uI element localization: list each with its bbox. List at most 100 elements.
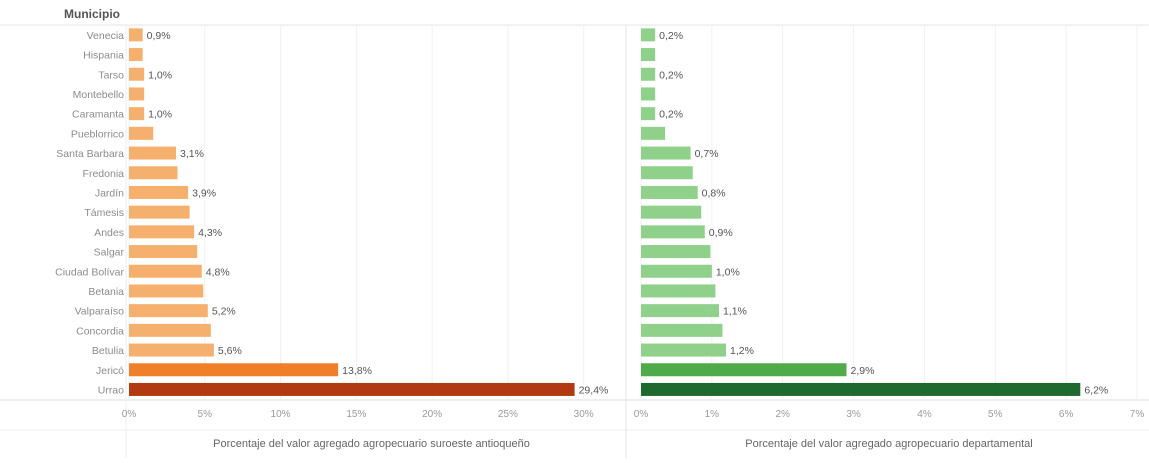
bar xyxy=(641,264,712,278)
data-label: 0,7% xyxy=(695,148,719,160)
x-tick-label: 0% xyxy=(122,409,137,420)
bar xyxy=(641,67,656,81)
category-label: Salgar xyxy=(94,247,125,259)
data-label: 0,2% xyxy=(659,30,683,42)
category-label: Jericó xyxy=(96,365,124,377)
bar xyxy=(641,323,723,337)
data-label: 3,1% xyxy=(180,148,204,160)
bar xyxy=(129,304,208,318)
data-label: 1,2% xyxy=(730,345,754,357)
category-label: Fredonia xyxy=(83,168,125,180)
bar xyxy=(129,225,195,239)
category-label: Venecia xyxy=(87,30,125,42)
x-axis-title: Porcentaje del valor agregado agropecuar… xyxy=(745,438,1032,450)
chart-panel-2: 0% 1% 2% 3% 4% 5% 6% 7% 0,2% 0,2% 0,2% 0,7% 0,8% 0,9%… xyxy=(634,25,1145,450)
bar xyxy=(641,245,711,259)
bar xyxy=(129,343,214,357)
data-label: 0,8% xyxy=(702,187,726,199)
bar xyxy=(129,146,176,160)
category-label: Urrao xyxy=(98,384,124,396)
category-label: Támesis xyxy=(84,207,124,219)
x-tick-label: 1% xyxy=(705,409,720,420)
data-label: 1,0% xyxy=(148,69,172,81)
data-label: 3,9% xyxy=(192,187,216,199)
x-tick-label: 7% xyxy=(1130,409,1145,420)
bar xyxy=(129,166,178,180)
category-label: Betulia xyxy=(92,345,124,357)
bar xyxy=(641,107,656,121)
x-tick-label: 6% xyxy=(1059,409,1074,420)
bar xyxy=(641,363,847,377)
category-label: Ciudad Bolívar xyxy=(55,266,124,278)
x-tick-label: 5% xyxy=(198,409,213,420)
category-label: Valparaíso xyxy=(75,306,125,318)
data-label: 1,1% xyxy=(723,306,747,318)
bar xyxy=(129,185,189,199)
bar xyxy=(129,87,145,101)
chart-panel-1: 0% 5% 10% 15% 20% 25% 30% Venecia 0,9% Hispania Ta… xyxy=(55,25,608,450)
data-label: 2,9% xyxy=(850,365,874,377)
category-label: Betania xyxy=(88,286,124,298)
data-label: 5,2% xyxy=(212,306,236,318)
bar xyxy=(129,107,145,121)
x-tick-label: 2% xyxy=(775,409,790,420)
bar xyxy=(129,28,143,42)
x-tick-label: 3% xyxy=(846,409,861,420)
data-label: 1,0% xyxy=(716,266,740,278)
data-label: 0,9% xyxy=(147,30,171,42)
category-label: Andes xyxy=(94,227,124,239)
bar xyxy=(129,264,202,278)
category-label: Pueblorrico xyxy=(71,128,124,140)
category-label: Caramanta xyxy=(72,109,124,121)
category-label: Concordia xyxy=(76,325,124,337)
bar xyxy=(641,205,702,219)
bar xyxy=(641,87,656,101)
bar xyxy=(129,245,198,259)
x-tick-label: 10% xyxy=(271,409,291,420)
data-label: 0,2% xyxy=(659,69,683,81)
data-label: 0,9% xyxy=(709,227,733,239)
category-label: Santa Barbara xyxy=(56,148,124,160)
bar xyxy=(129,67,145,81)
x-tick-label: 25% xyxy=(498,409,518,420)
x-tick-label: 30% xyxy=(574,409,594,420)
bar xyxy=(641,382,1081,396)
category-label: Tarso xyxy=(98,69,124,81)
bar xyxy=(129,284,204,298)
bar xyxy=(641,225,705,239)
bar xyxy=(129,205,190,219)
data-label: 13,8% xyxy=(342,365,372,377)
bar xyxy=(641,48,656,62)
bar xyxy=(129,126,154,140)
data-label: 5,6% xyxy=(218,345,242,357)
category-label: Jardín xyxy=(95,187,124,199)
bar xyxy=(641,126,666,140)
x-tick-label: 5% xyxy=(988,409,1003,420)
bar xyxy=(129,363,339,377)
data-label: 1,0% xyxy=(148,109,172,121)
data-label: 4,3% xyxy=(198,227,222,239)
category-label: Hispania xyxy=(83,50,124,62)
bar xyxy=(641,28,656,42)
x-tick-label: 20% xyxy=(422,409,442,420)
bar xyxy=(129,382,575,396)
x-axis-title: Porcentaje del valor agregado agropecuar… xyxy=(213,438,530,450)
category-label: Montebello xyxy=(73,89,125,101)
data-label: 4,8% xyxy=(206,266,230,278)
x-tick-label: 0% xyxy=(634,409,649,420)
bar xyxy=(641,146,691,160)
bar xyxy=(641,304,719,318)
data-label: 0,2% xyxy=(659,109,683,121)
bar xyxy=(641,284,716,298)
bar xyxy=(641,185,698,199)
row-header: Municipio xyxy=(64,7,120,21)
bar xyxy=(129,48,143,62)
bar xyxy=(641,166,693,180)
data-label: 29,4% xyxy=(579,384,609,396)
data-label: 6,2% xyxy=(1084,384,1108,396)
bar xyxy=(129,323,211,337)
x-tick-label: 4% xyxy=(917,409,932,420)
bar xyxy=(641,343,727,357)
